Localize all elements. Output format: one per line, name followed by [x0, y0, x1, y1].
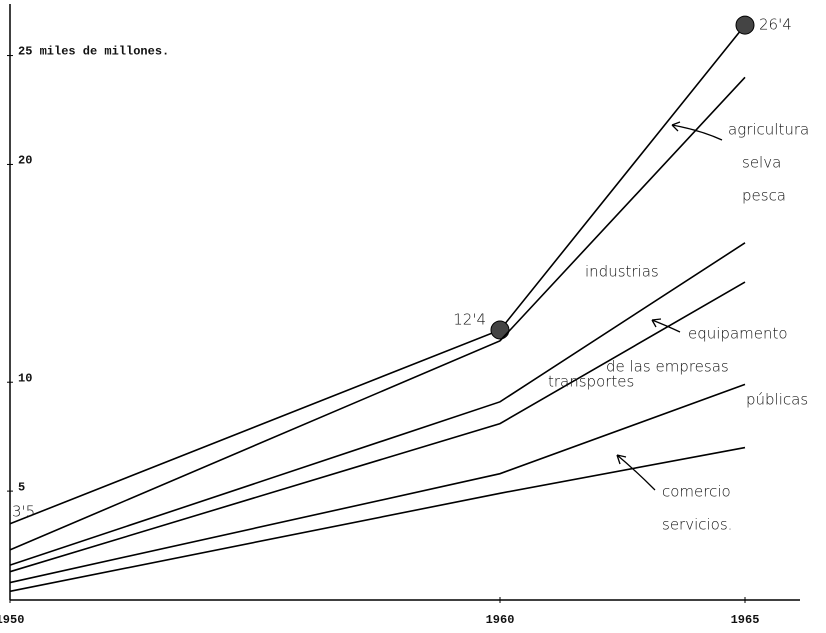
series-line [9, 76, 746, 551]
x-tick-label: 1950 [0, 613, 24, 627]
annotation: comercio [662, 483, 731, 501]
y-tick-label: 10 [18, 371, 32, 385]
y-tick-label: 20 [18, 154, 32, 168]
x-tick-label: 1965 [731, 613, 760, 627]
annotation: agricultura [728, 121, 809, 139]
data-label: 3'5 [12, 502, 35, 520]
data-label: 26'4 [759, 16, 792, 34]
annotation: servicios. [662, 516, 732, 534]
annotation: industrias [585, 263, 659, 281]
annotation: selva [742, 154, 781, 172]
data-point [735, 15, 755, 35]
y-tick-label: 25 miles de millones. [18, 45, 169, 59]
arrows [616, 121, 723, 491]
series-line [9, 383, 746, 584]
data-point [490, 320, 510, 340]
series-line [9, 242, 746, 566]
data-label: 12'4 [453, 310, 486, 328]
y-tick-label: 5 [18, 480, 25, 494]
x-tick-label: 1960 [486, 613, 515, 627]
annotation: transportes [548, 373, 634, 391]
annotation: públicas [746, 391, 808, 409]
annotation: equipamento [688, 325, 788, 343]
series-line [9, 281, 746, 573]
series-line [9, 446, 746, 593]
annotation: pesca [742, 187, 786, 205]
annotation: de las empresas [606, 358, 729, 376]
